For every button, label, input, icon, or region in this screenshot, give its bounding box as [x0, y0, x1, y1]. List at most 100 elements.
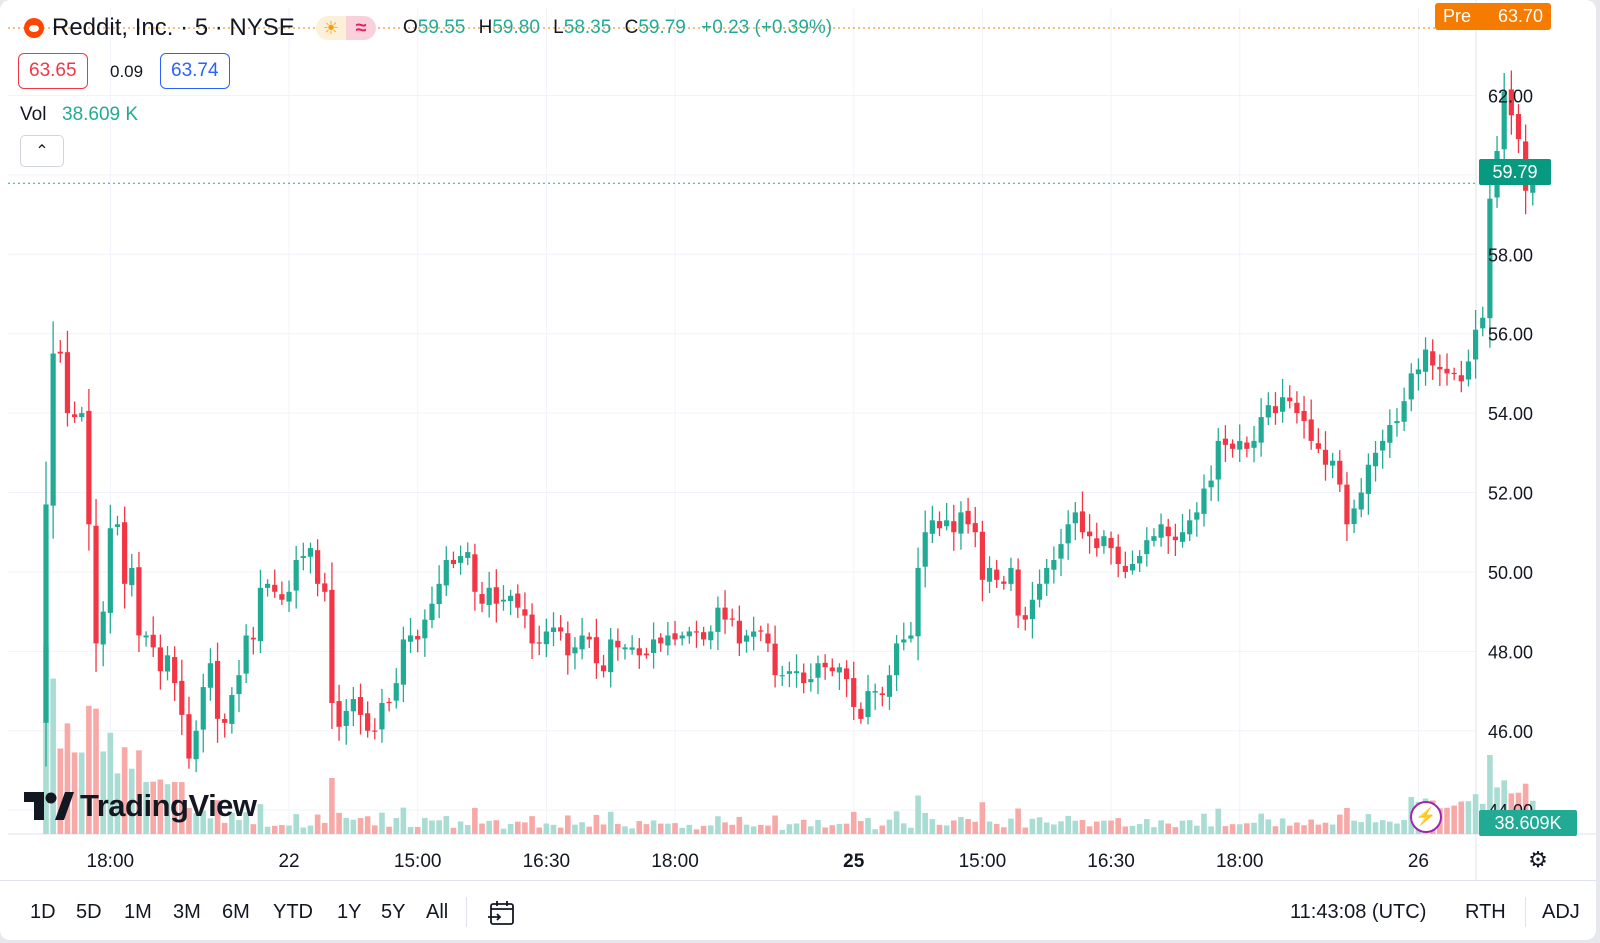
volume-bar [886, 819, 893, 834]
candle-body [1508, 89, 1514, 116]
range-6m-button[interactable]: 6M [222, 901, 250, 923]
candle-body [743, 635, 750, 642]
flash-icon[interactable]: ⚡ [1410, 801, 1442, 833]
range-1y-button[interactable]: 1Y [337, 901, 362, 923]
candle-body [1029, 599, 1036, 620]
session-rth-button[interactable]: RTH [1465, 901, 1506, 923]
volume-bar [150, 781, 157, 834]
volume-bar [1065, 815, 1071, 834]
volume-bar [1115, 818, 1121, 834]
candle-body [822, 662, 828, 668]
candle-body [565, 633, 571, 656]
candle-body [472, 554, 478, 592]
candle-body [264, 583, 271, 588]
candle-body [1208, 480, 1214, 488]
volume-bar [1001, 827, 1007, 834]
candle-body [1008, 567, 1014, 584]
volume-bar [493, 820, 500, 834]
candle-body [1101, 536, 1107, 547]
volume-bar [1015, 808, 1021, 834]
candle-body [1165, 526, 1171, 537]
volume-bar [950, 820, 957, 834]
range-all-button[interactable]: All [426, 901, 449, 923]
adjust-button[interactable]: ADJ [1542, 901, 1580, 923]
sell-button[interactable]: 63.65 [18, 53, 88, 89]
volume-bar [1079, 819, 1086, 834]
price-lines [8, 27, 1476, 184]
price-chart[interactable]: 62.0060.0058.0056.0054.0052.0050.0048.00… [0, 0, 1596, 880]
volume-bar [858, 820, 864, 834]
candle-body [450, 559, 457, 564]
range-1m-button[interactable]: 1M [124, 901, 152, 923]
volume-bar [450, 827, 457, 834]
buy-button[interactable]: 63.74 [160, 53, 230, 89]
candles [43, 70, 1536, 773]
candle-body [550, 627, 557, 633]
volume-bar [1329, 824, 1336, 834]
volume-bar [1465, 801, 1472, 834]
sun-icon[interactable]: ☀ [316, 16, 346, 40]
candle-body [1473, 329, 1479, 360]
candle-body [136, 567, 142, 636]
collapse-legend-button[interactable]: ⌃ [20, 135, 64, 167]
volume-bar [672, 823, 678, 834]
candle-body [1415, 369, 1422, 375]
volume-bar [1165, 823, 1172, 834]
volume-bar [243, 812, 249, 834]
volume-bar [786, 824, 793, 834]
candle-body [400, 639, 406, 685]
range-5d-button[interactable]: 5D [76, 901, 102, 923]
time-tick-label: 22 [278, 851, 299, 872]
candle-body [929, 520, 935, 534]
candle-body [808, 679, 814, 683]
volume-bar [193, 812, 199, 834]
range-5y-button[interactable]: 5Y [381, 901, 406, 923]
volume-bar [93, 708, 99, 834]
pre-market-label: Pre [1443, 6, 1472, 26]
range-1d-button[interactable]: 1D [30, 901, 56, 923]
low-value: 58.35 [563, 17, 612, 38]
volume-bar [1315, 824, 1322, 834]
candle-body [100, 611, 106, 645]
candle-body [836, 667, 843, 673]
range-ytd-button[interactable]: YTD [273, 901, 313, 923]
wave-icon[interactable]: ≈ [346, 16, 376, 40]
candle-body [858, 708, 864, 719]
candle-body [1158, 524, 1164, 538]
candle-body [465, 552, 471, 558]
symbol-title[interactable]: Reddit, Inc. · 5 · NYSE [52, 14, 295, 41]
pre-market-price-badge: Pre 63.70 [1435, 3, 1551, 30]
candle-body [1122, 565, 1128, 572]
volume-bar [50, 678, 56, 834]
volume-bar [1022, 827, 1029, 834]
time-axis[interactable]: 18:00 22 15:00 16:30 18:00 25 15:00 16:30 18:00 2… [87, 851, 1429, 872]
volume-bar [772, 815, 778, 834]
calendar-goto-icon[interactable] [488, 899, 516, 927]
candle-body [1022, 615, 1028, 620]
candle-body [1301, 410, 1307, 422]
volume-bar [1136, 824, 1143, 834]
volume-bar [1194, 825, 1200, 834]
range-3m-button[interactable]: 3M [173, 901, 201, 923]
time-tick-label: 18:00 [1216, 851, 1264, 872]
volume-bar [579, 822, 585, 834]
volume-value: 38.609 K [62, 104, 139, 125]
time-tick-label: 16:30 [1087, 851, 1135, 872]
volume-bar [550, 824, 557, 834]
tradingview-wordmark: TradingView [80, 788, 257, 823]
candle-body [229, 695, 235, 724]
candle-body [1079, 511, 1086, 533]
high-label: H [478, 17, 493, 38]
candle-body [901, 639, 907, 643]
volume-bar [1458, 801, 1465, 834]
volume-bar [743, 824, 750, 834]
volume-bar [600, 824, 607, 834]
candle-body [593, 637, 599, 664]
volume-bar [1279, 818, 1286, 834]
candle-body [765, 633, 771, 644]
clock-utc[interactable]: 11:43:08 (UTC) [1290, 901, 1427, 923]
settings-icon[interactable]: ⚙ [1528, 847, 1548, 872]
candle-body [543, 631, 549, 645]
candle-body [1480, 317, 1486, 329]
